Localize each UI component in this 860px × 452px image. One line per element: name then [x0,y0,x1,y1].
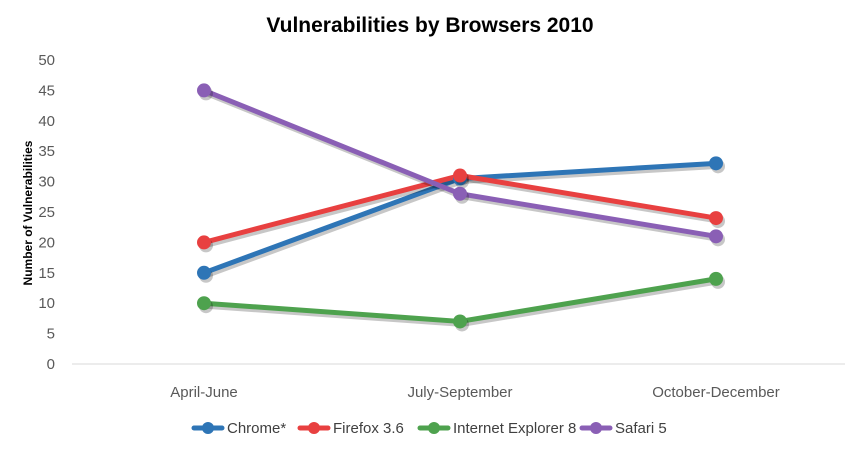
legend-swatch-marker-internet-explorer-8 [428,422,440,434]
data-point-safari-5-july-september [453,186,467,201]
y-tick-label-40: 40 [38,113,55,130]
series-lines [201,87,721,327]
y-tick-label-15: 15 [38,265,55,282]
data-point-internet-explorer-8-july-september [453,314,467,329]
y-tick-label-50: 50 [38,52,55,69]
legend-label-internet-explorer-8: Internet Explorer 8 [453,420,576,437]
x-tick-label-october-december: October-December [652,384,780,401]
x-axis-ticks: April-June July-September October-December [170,384,780,401]
legend-label-firefox-3-6: Firefox 3.6 [333,420,404,437]
data-point-internet-explorer-8-october-december [709,271,723,286]
chart-title: Vulnerabilities by Browsers 2010 [266,14,593,37]
y-tick-label-0: 0 [47,356,55,373]
data-point-internet-explorer-8-april-june [197,296,211,311]
series-line-safari-5 [201,87,719,239]
x-tick-label-july-september: July-September [407,384,512,401]
data-point-safari-5-october-december [709,229,723,244]
y-tick-label-45: 45 [38,82,55,99]
legend-label-safari-5: Safari 5 [615,420,667,437]
legend-swatch-marker-safari-5 [590,422,602,434]
y-axis-label: Number of Vulnerabilities [21,140,35,285]
legend-swatch-marker-chrome [202,422,214,434]
y-tick-label-10: 10 [38,295,55,312]
y-tick-label-5: 5 [47,326,55,343]
y-axis-ticks: 0 5 10 15 20 25 30 35 40 45 50 [38,52,55,373]
x-tick-label-april-june: April-June [170,384,238,401]
data-point-chrome-april-june [197,265,211,280]
y-tick-label-35: 35 [38,143,55,160]
legend: Chrome* Firefox 3.6 Internet Explorer 8 Saf… [191,420,667,437]
data-point-safari-5-april-june [197,83,211,98]
y-tick-label-25: 25 [38,204,55,221]
y-tick-label-20: 20 [38,234,55,251]
legend-swatch-marker-firefox-3-6 [308,422,320,434]
y-tick-label-30: 30 [38,174,55,191]
data-point-firefox-3-6-october-december [709,211,723,226]
series-markers [197,83,725,332]
data-point-chrome-october-december [709,156,723,171]
legend-label-chrome: Chrome* [227,420,286,437]
data-point-firefox-3-6-april-june [197,235,211,250]
data-point-firefox-3-6-july-september [453,168,467,183]
